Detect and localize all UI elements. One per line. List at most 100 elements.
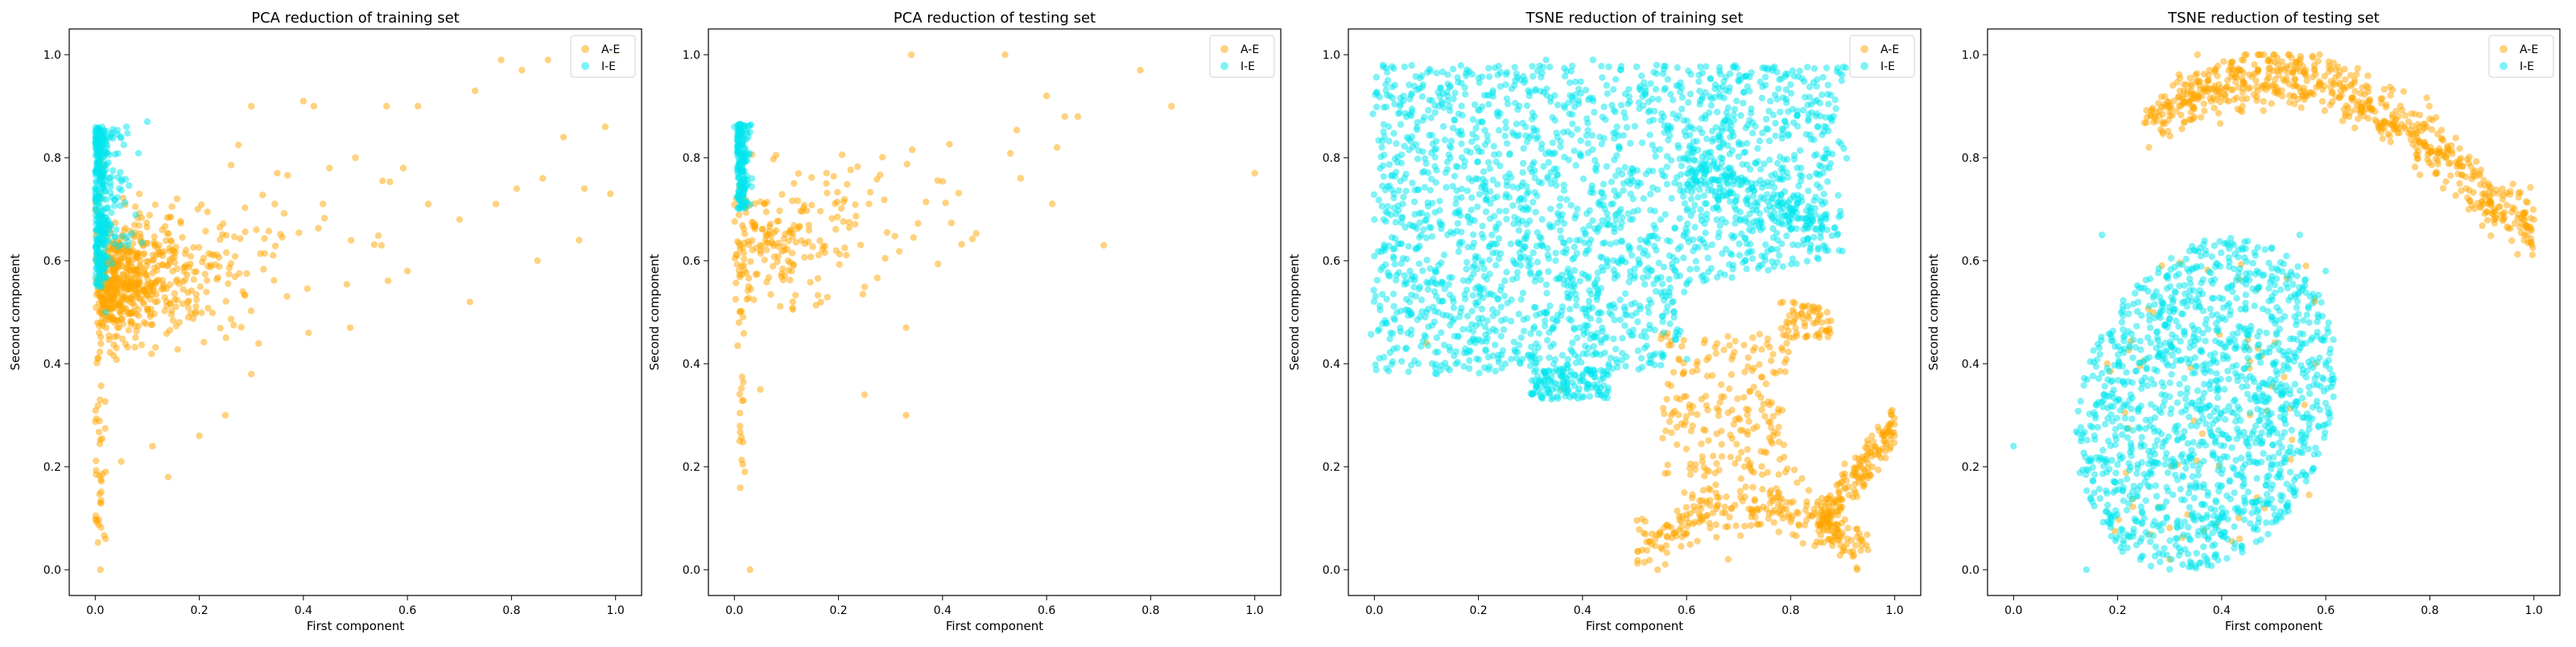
data-point	[1706, 520, 1712, 526]
x-tick-label: 0.0	[725, 604, 743, 617]
data-point	[1685, 124, 1691, 130]
data-point	[1451, 117, 1457, 123]
data-point	[1403, 188, 1410, 194]
data-point	[1538, 74, 1544, 80]
data-point	[132, 212, 138, 218]
data-point	[274, 170, 280, 176]
data-point	[1490, 176, 1496, 183]
data-point	[1639, 546, 1645, 553]
data-point	[873, 176, 880, 183]
data-point	[1583, 210, 1590, 216]
data-point	[1532, 208, 1538, 215]
data-point	[1533, 385, 1539, 391]
data-point	[1706, 109, 1712, 116]
data-point	[735, 145, 741, 151]
data-point	[1785, 132, 1791, 138]
data-point	[165, 474, 171, 480]
data-point	[1742, 258, 1748, 264]
data-point	[1657, 146, 1663, 152]
data-point	[1416, 243, 1422, 249]
data-point	[1727, 189, 1733, 196]
data-point	[1758, 194, 1765, 200]
data-point	[1645, 273, 1651, 279]
data-point	[1661, 87, 1667, 93]
data-point	[1781, 442, 1787, 448]
data-point	[545, 56, 551, 63]
data-point	[383, 103, 390, 109]
data-point	[1690, 146, 1696, 153]
data-point	[1790, 513, 1796, 519]
data-point	[807, 279, 813, 286]
data-point	[1835, 230, 1841, 237]
data-point	[1646, 131, 1653, 138]
data-point	[1431, 308, 1438, 315]
data-point	[1683, 446, 1690, 452]
data-point	[97, 348, 103, 355]
data-point	[764, 199, 770, 205]
data-point	[1496, 127, 1502, 134]
data-point	[1546, 303, 1553, 309]
data-point	[1714, 494, 1720, 501]
data-point	[1597, 352, 1604, 358]
data-point	[1713, 521, 1719, 528]
data-point	[456, 216, 463, 223]
data-point	[1703, 216, 1710, 222]
data-point	[1699, 96, 1705, 102]
data-point	[1805, 188, 1811, 194]
data-point	[2316, 52, 2322, 58]
data-point	[93, 407, 99, 414]
data-point	[1393, 219, 1399, 225]
y-axis-label: Second component	[647, 253, 662, 370]
data-point	[1422, 155, 1428, 162]
data-point	[1664, 550, 1670, 556]
data-point	[1538, 394, 1544, 401]
data-point	[1386, 161, 1393, 167]
data-point	[1706, 354, 1712, 361]
data-point	[1775, 214, 1781, 220]
data-point	[2353, 71, 2359, 77]
x-axis-label: First component	[307, 619, 404, 633]
data-point	[1854, 534, 1860, 540]
data-point	[1719, 216, 1725, 222]
data-point	[1725, 410, 1732, 416]
data-point	[923, 199, 929, 205]
data-point	[1531, 324, 1538, 330]
data-point	[1708, 102, 1715, 109]
data-point	[789, 305, 795, 311]
data-point	[315, 225, 321, 232]
data-point	[1779, 176, 1785, 183]
data-point	[1534, 192, 1540, 199]
data-point	[386, 179, 393, 185]
data-point	[1559, 352, 1566, 358]
data-point	[1527, 331, 1534, 337]
chart-title: TSNE reduction of training set	[1525, 10, 1743, 27]
data-point	[305, 329, 312, 336]
data-point	[1802, 507, 1809, 513]
data-point	[1622, 114, 1629, 121]
data-point	[1465, 326, 1472, 332]
data-point	[1472, 285, 1479, 291]
data-point	[1494, 72, 1501, 78]
data-point	[1458, 103, 1464, 109]
data-point	[156, 242, 163, 249]
data-point	[1717, 270, 1724, 276]
data-point	[1678, 343, 1685, 349]
data-point	[144, 118, 151, 125]
data-point	[1471, 240, 1477, 246]
data-point	[92, 516, 98, 522]
data-point	[1451, 304, 1457, 311]
data-point	[1746, 226, 1752, 233]
legend-marker	[581, 62, 589, 70]
data-point	[1709, 128, 1715, 134]
data-point	[1702, 89, 1708, 96]
data-point	[1764, 206, 1770, 212]
data-point	[1376, 196, 1382, 203]
data-point	[1591, 381, 1597, 388]
data-point	[125, 238, 131, 245]
data-point	[1530, 125, 1537, 131]
data-point	[1688, 196, 1695, 202]
x-tick-label: 0.4	[295, 604, 312, 617]
data-point	[817, 208, 824, 214]
data-point	[260, 266, 266, 272]
data-point	[1433, 70, 1439, 76]
